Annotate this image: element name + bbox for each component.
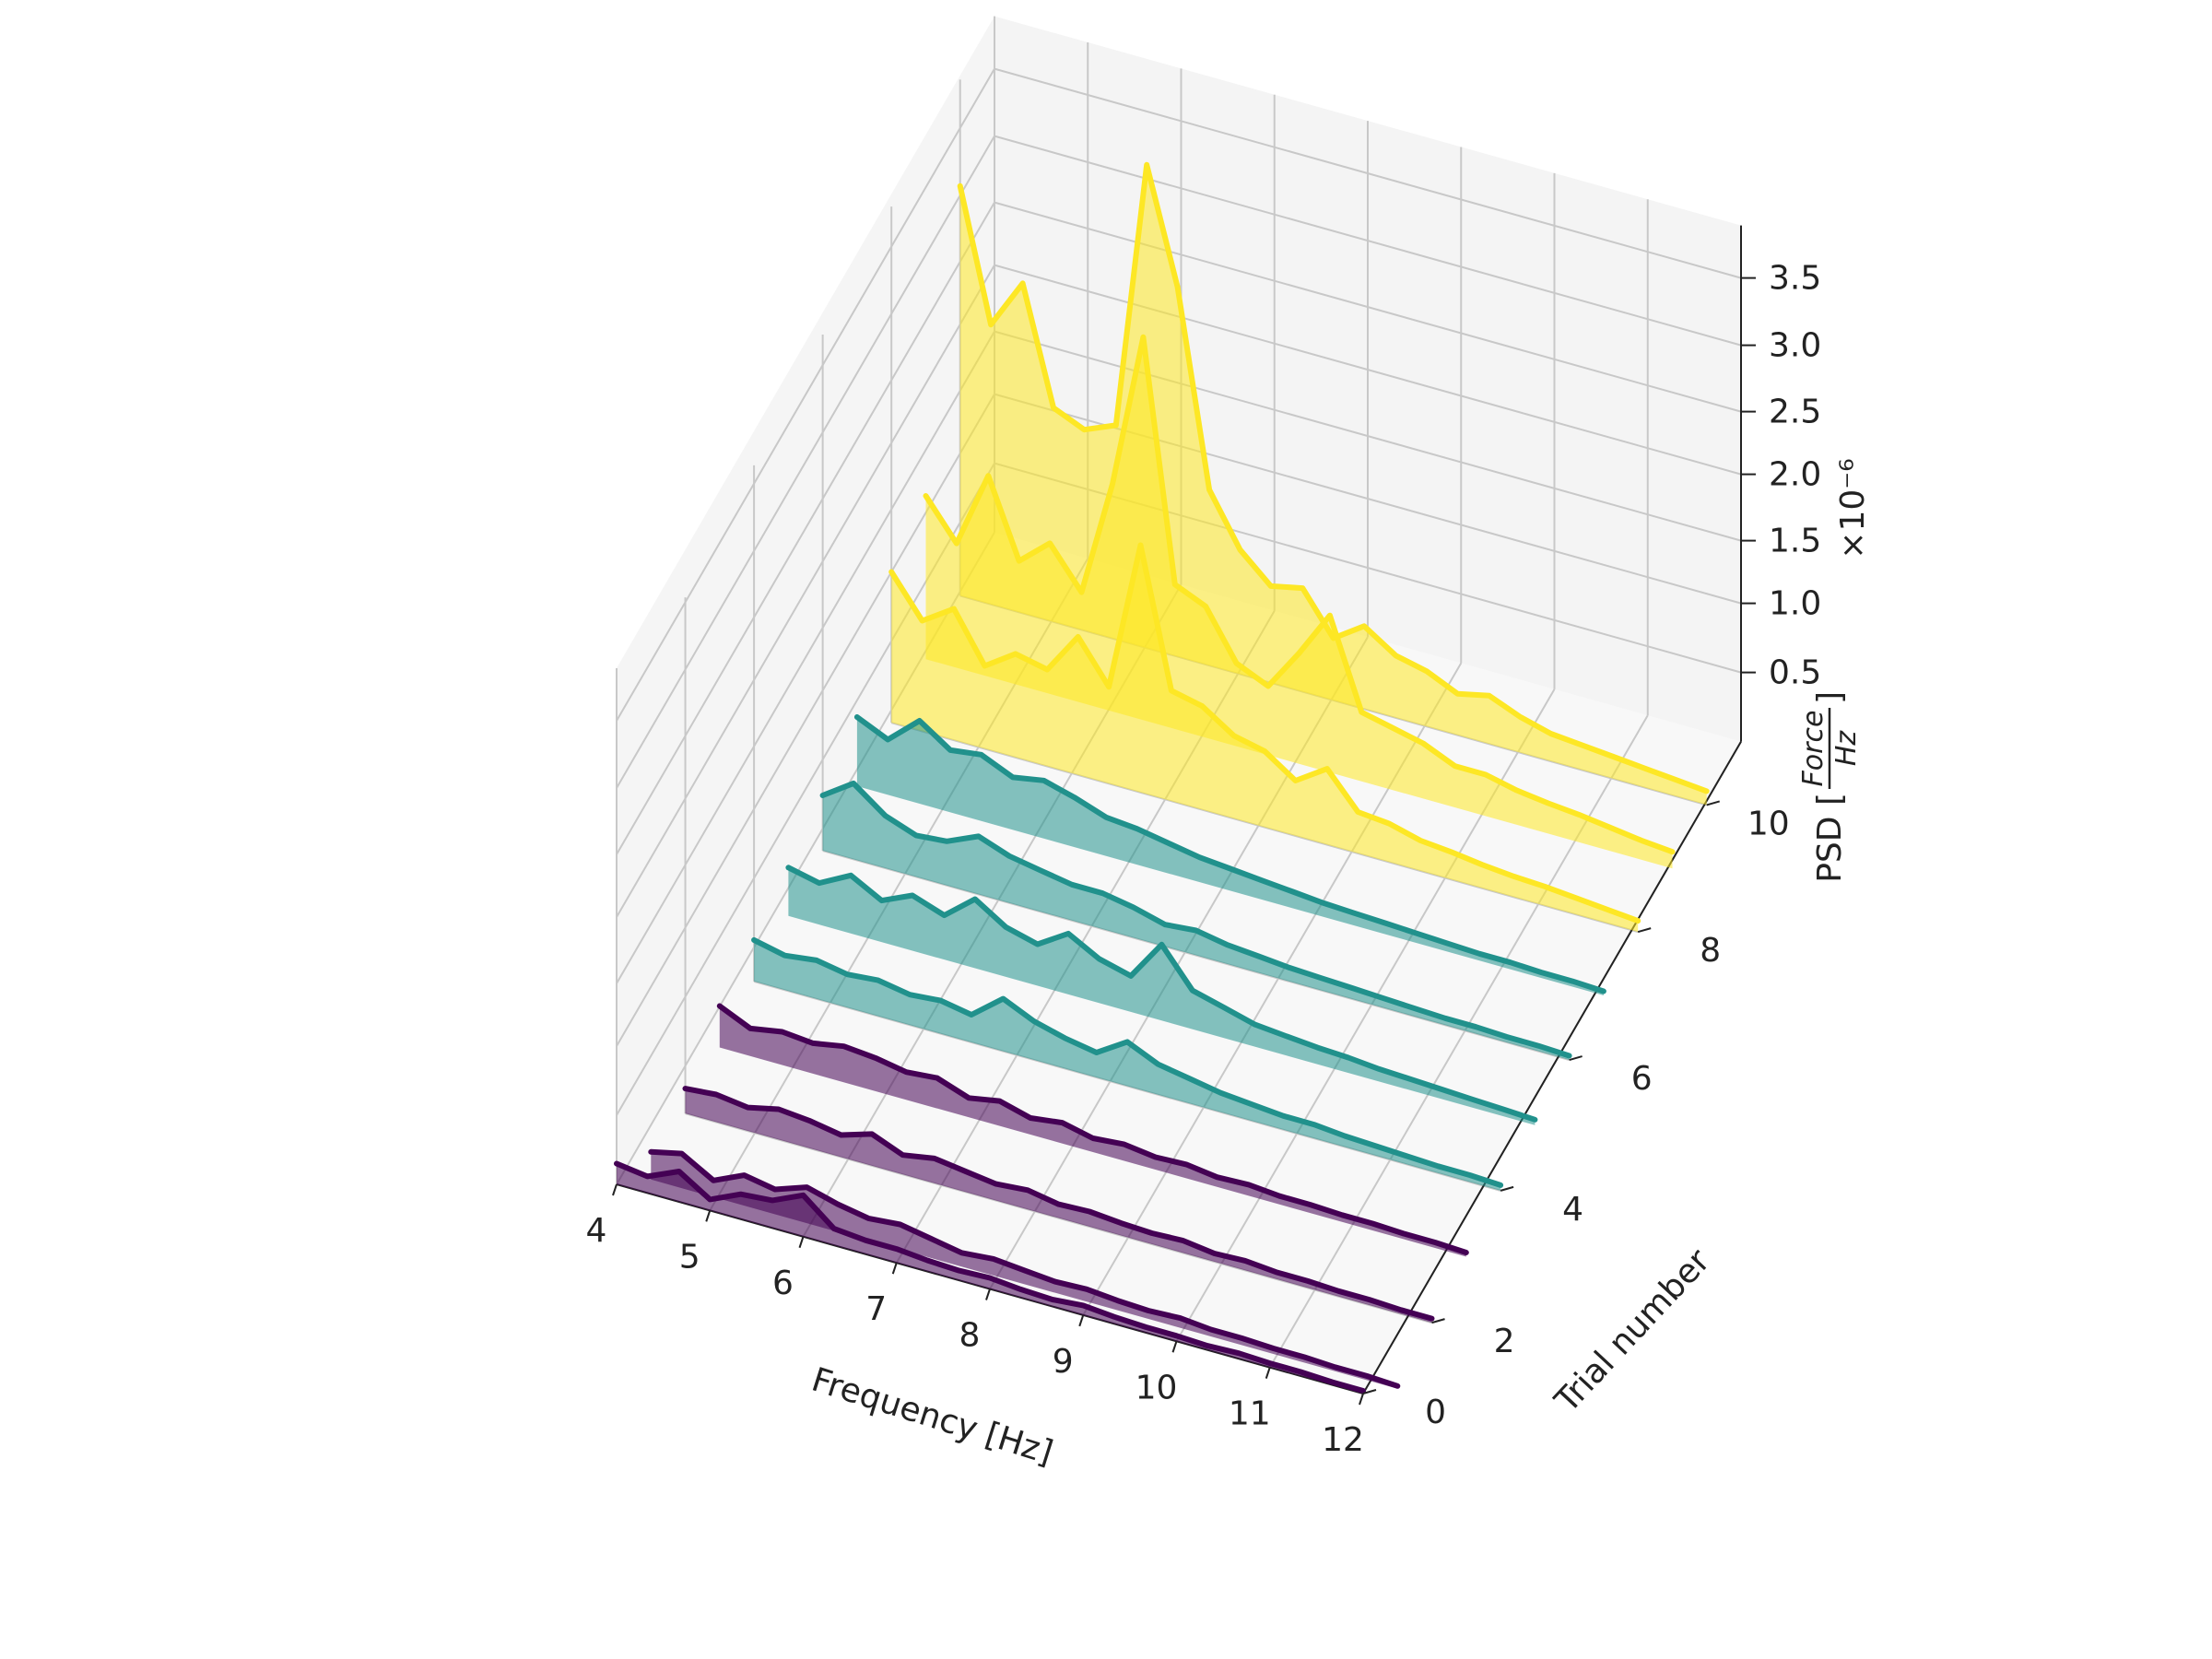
x-tick-label: 7 xyxy=(865,1290,887,1328)
y-tick-mark xyxy=(1637,927,1652,934)
grid-line-left-z xyxy=(616,331,995,984)
x-tick-label: 11 xyxy=(1229,1395,1271,1433)
series-line-trial-5 xyxy=(785,865,1538,1123)
grid-line-left-z xyxy=(616,68,995,722)
z-tick-label: 2.5 xyxy=(1769,394,1821,431)
z-axis-title-suffix: ] xyxy=(1811,691,1849,704)
series-trial-9 xyxy=(923,334,1676,869)
series-trial-8 xyxy=(888,542,1641,933)
z-tick-label: 3.0 xyxy=(1769,327,1821,365)
x-tick-label: 4 xyxy=(586,1212,607,1250)
grid-line-back-z xyxy=(994,67,1742,279)
series-fill-trial-9 xyxy=(925,336,1673,869)
x-tick-label: 8 xyxy=(959,1317,981,1355)
y-tick-mark xyxy=(1500,1185,1514,1192)
series-trial-4 xyxy=(751,936,1504,1191)
x-tick-mark xyxy=(1078,1314,1085,1327)
x-tick-mark xyxy=(798,1236,805,1249)
x-tick-label: 9 xyxy=(1053,1343,1074,1381)
z-tick-label: 3.5 xyxy=(1769,260,1821,298)
x-axis-title: Frequency [Hz] xyxy=(807,1361,1057,1473)
z-tick-label: 1.5 xyxy=(1769,523,1821,560)
z-axis-title-numerator: Force xyxy=(1797,711,1830,787)
x-tick-label: 5 xyxy=(679,1238,700,1276)
grid-line-floor-y xyxy=(890,722,1639,934)
grid-line-left-z xyxy=(616,202,995,855)
series-trial-1 xyxy=(648,1148,1401,1389)
z-offset-text: ×10⁻⁶ xyxy=(1834,458,1872,559)
y-tick-label: 2 xyxy=(1494,1323,1515,1360)
y-tick-label: 0 xyxy=(1425,1394,1446,1431)
grid-line-left-z xyxy=(616,265,995,918)
x-tick-mark xyxy=(1359,1393,1364,1406)
x-tick-mark xyxy=(891,1262,898,1275)
series-trial-3 xyxy=(716,1003,1469,1257)
series-line-trial-2 xyxy=(682,1086,1435,1322)
z-axis-title-prefix: PSD [ xyxy=(1811,793,1849,883)
x-tick-mark xyxy=(705,1210,712,1222)
series-trial-0 xyxy=(614,1160,1366,1394)
y-tick-mark xyxy=(1569,1055,1583,1061)
series-line-trial-0 xyxy=(614,1160,1366,1394)
series-line-trial-1 xyxy=(648,1148,1401,1389)
y-tick-label: 10 xyxy=(1747,805,1790,842)
grid-line-back-z xyxy=(994,264,1742,476)
grid-line-back-z xyxy=(994,330,1742,542)
series-line-trial-8 xyxy=(888,542,1641,924)
grid-line-back-z xyxy=(994,201,1742,413)
series-trial-5 xyxy=(785,865,1538,1125)
y-tick-label: 8 xyxy=(1700,932,1721,970)
tick-labels: 4 5 6 7 8 9 10 11 12 0 2 4 6 8 10 0.5 1.0 1.5 2.0 2.5 3.0 3.5 xyxy=(586,260,1822,1459)
x-tick-label: 12 xyxy=(1322,1421,1364,1459)
y-tick-mark xyxy=(1706,800,1721,806)
data-series xyxy=(614,161,1710,1394)
series-trial-7 xyxy=(853,714,1606,995)
x-tick-mark xyxy=(1171,1340,1178,1353)
series-line-trial-7 xyxy=(853,714,1606,994)
z-axis-title-denominator: Hz xyxy=(1830,730,1863,767)
grid-line-left-z xyxy=(616,135,995,789)
left-pane xyxy=(617,16,994,1185)
y-tick-label: 6 xyxy=(1631,1060,1653,1098)
z-tick-label: 1.0 xyxy=(1769,585,1821,623)
series-line-trial-9 xyxy=(923,334,1676,855)
z-axis-title: PSD [ Force Hz ] xyxy=(1797,691,1863,883)
x-tick-mark xyxy=(612,1183,618,1196)
z-tick-label: 2.0 xyxy=(1769,456,1821,494)
x-tick-label: 6 xyxy=(772,1265,794,1302)
y-axis-title: Trial number xyxy=(1547,1242,1718,1421)
grid-line-floor-y xyxy=(822,850,1570,1061)
series-trial-2 xyxy=(682,1086,1435,1324)
y-tick-mark xyxy=(1431,1318,1445,1324)
series-line-trial-6 xyxy=(819,780,1572,1059)
x-tick-label: 10 xyxy=(1135,1369,1178,1406)
x-tick-mark xyxy=(985,1288,991,1300)
y-tick-label: 4 xyxy=(1562,1191,1583,1229)
series-line-trial-4 xyxy=(751,936,1504,1188)
z-tick-label: 0.5 xyxy=(1769,654,1821,692)
series-line-trial-3 xyxy=(716,1003,1469,1255)
series-fill-trial-5 xyxy=(788,867,1535,1125)
y-axis-line xyxy=(1362,741,1742,1394)
series-fill-trial-7 xyxy=(856,717,1604,995)
grid-line-back-z xyxy=(994,135,1742,347)
series-trial-6 xyxy=(819,780,1572,1060)
x-tick-mark xyxy=(1265,1367,1271,1379)
y-tick-mark xyxy=(1362,1389,1377,1394)
grid-line-floor-y xyxy=(685,1112,1432,1324)
